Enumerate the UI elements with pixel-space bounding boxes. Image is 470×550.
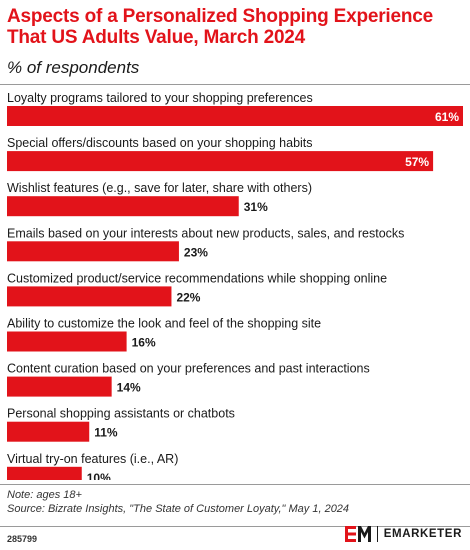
category-label: Wishlist features (e.g., save for later,… [7, 181, 312, 195]
value-label: 22% [176, 290, 200, 304]
value-label: 16% [132, 336, 156, 350]
bar [7, 376, 112, 397]
category-label: Customized product/service recommendatio… [7, 271, 387, 285]
category-label: Emails based on your interests about new… [7, 226, 404, 240]
chart-title: Aspects of a Personalized Shopping Exper… [7, 6, 434, 48]
bar [7, 151, 434, 172]
bar [7, 466, 82, 480]
category-label: Special offers/discounts based on your s… [7, 136, 313, 150]
brand-logo: EMARKETER [344, 526, 462, 542]
bar [7, 286, 172, 307]
value-label: 11% [94, 426, 118, 440]
category-label: Virtual try-on features (i.e., AR) [7, 452, 178, 466]
source-text: Source: Bizrate Insights, "The State of … [7, 503, 350, 515]
bar [7, 196, 239, 217]
footnote: Note: ages 18+ Source: Bizrate Insights,… [7, 488, 349, 516]
category-label: Content curation based on your preferenc… [7, 362, 370, 376]
logo-divider [376, 526, 378, 542]
category-label: Personal shopping assistants or chatbots [7, 407, 235, 421]
category-label: Ability to customize the look and feel o… [7, 317, 321, 331]
value-label: 23% [184, 245, 208, 259]
value-label: 57% [405, 155, 429, 169]
value-label: 61% [435, 110, 459, 124]
bar [7, 106, 463, 126]
value-label: 14% [117, 381, 141, 395]
category-label: Loyalty programs tailored to your shoppi… [7, 91, 313, 105]
value-label: 31% [244, 200, 268, 214]
bar-chart: Loyalty programs tailored to your shoppi… [7, 91, 463, 480]
note-text: Note: ages 18+ [7, 489, 82, 501]
footer-divider [0, 526, 470, 527]
bottom-divider [0, 484, 470, 485]
bar [7, 331, 127, 352]
chart-subtitle: % of respondents [7, 58, 140, 77]
chart-id: 285799 [7, 534, 38, 544]
bar [7, 241, 179, 262]
em-logo-icon [344, 526, 371, 542]
brand-name: EMARKETER [383, 528, 462, 540]
bar [7, 421, 90, 442]
top-divider [0, 84, 470, 85]
value-label: 10% [87, 471, 111, 480]
